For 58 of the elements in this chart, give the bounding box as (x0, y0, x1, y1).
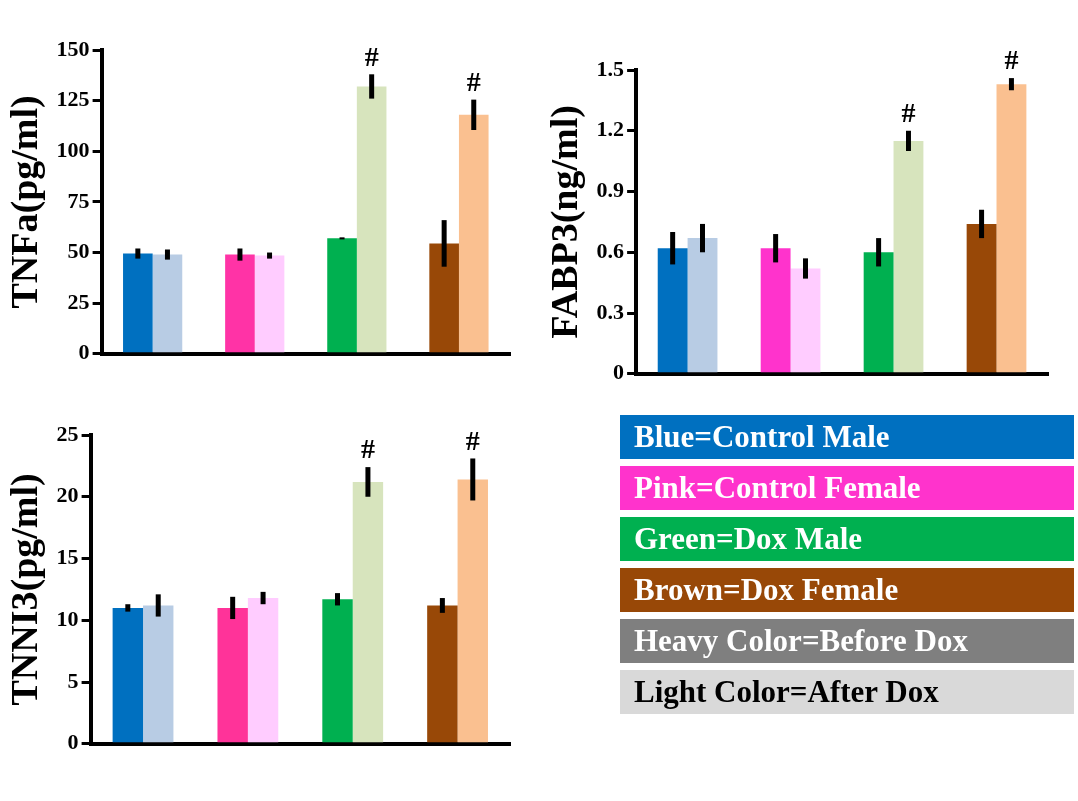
bar (687, 238, 718, 373)
data-label: # (364, 40, 379, 72)
bar (893, 140, 924, 373)
y-tick-label: 1.5 (596, 55, 625, 81)
bar (996, 84, 1027, 373)
y-tick-label: 100 (56, 136, 90, 162)
text: Blue=Control Male (620, 415, 1074, 459)
bar (143, 605, 174, 743)
y-axis-title: TNNI3(pg/ml) (2, 473, 46, 706)
y-tick-label: 15 (56, 544, 79, 570)
bar (123, 253, 153, 353)
y-tick-label: 1.2 (596, 116, 625, 142)
y-tick-label: 125 (56, 86, 90, 112)
y-tick-label: 0.3 (596, 298, 625, 324)
text: Pink=Control Female (620, 466, 1074, 510)
data-label: # (465, 424, 480, 456)
y-tick-label: 25 (67, 288, 90, 314)
y-tick-label: 10 (56, 605, 79, 631)
y-tick-label: 75 (67, 187, 90, 213)
bar (657, 248, 688, 373)
y-tick-label: 0.6 (596, 237, 625, 263)
bar (457, 479, 488, 743)
data-label: # (901, 96, 916, 128)
data-label: # (1004, 44, 1019, 76)
y-tick-label: 5 (67, 667, 79, 693)
data-label: # (466, 65, 481, 97)
text: Light Color=After Dox (620, 670, 1074, 714)
text: Heavy Color=Before Dox (620, 619, 1074, 663)
y-tick-label: 0 (78, 339, 90, 365)
y-tick-label: 50 (67, 238, 90, 264)
y-tick-label: 25 (56, 420, 79, 446)
text: Brown=Dox Female (620, 568, 1074, 612)
bar (112, 607, 144, 743)
y-tick-label: 0.9 (596, 177, 625, 203)
bar (863, 252, 894, 373)
data-label: # (360, 433, 375, 465)
bar (152, 254, 183, 353)
bar (327, 238, 357, 353)
bar (458, 114, 489, 353)
y-tick-label: 0 (67, 729, 79, 755)
bar (352, 481, 384, 743)
bar (254, 255, 285, 353)
y-tick-label: 20 (56, 482, 79, 508)
bar (427, 605, 458, 743)
bar (790, 268, 821, 373)
y-tick-label: 0 (613, 359, 625, 385)
text: Green=Dox Male (620, 517, 1074, 561)
bar (966, 223, 997, 373)
bar (760, 248, 791, 373)
bar (429, 243, 459, 353)
bar (247, 598, 279, 743)
bar (356, 86, 387, 353)
y-tick-label: 150 (56, 35, 90, 61)
bar (217, 607, 248, 743)
y-axis-title: TNFa(pg/ml) (2, 95, 46, 309)
bar (322, 599, 353, 743)
y-axis-title: FABP3(ng/ml) (542, 105, 586, 339)
bar (225, 254, 255, 353)
